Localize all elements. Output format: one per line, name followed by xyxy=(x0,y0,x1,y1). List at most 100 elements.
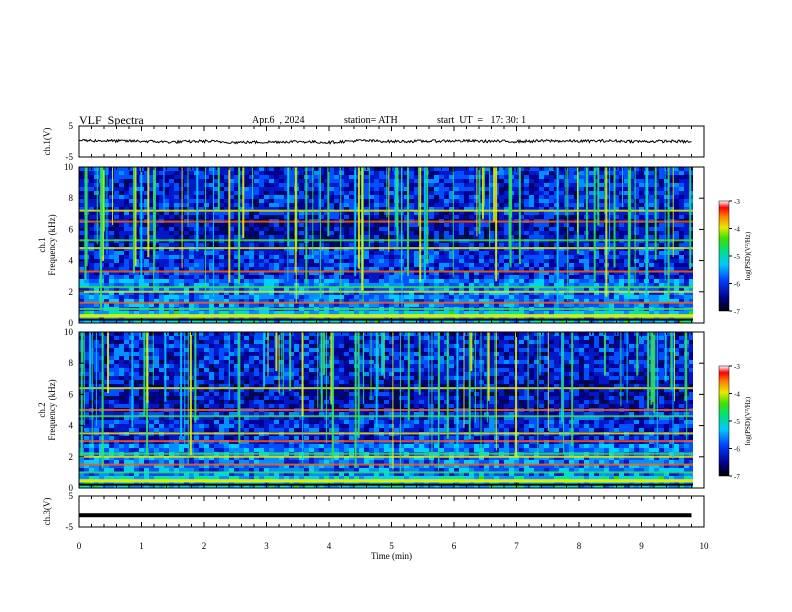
sferic-streak xyxy=(325,332,327,444)
sferic-streak xyxy=(654,167,657,261)
x-tick-label: 10 xyxy=(700,541,710,551)
y-tick-label: 6 xyxy=(69,224,74,234)
sferic-streak xyxy=(163,167,165,210)
ch1-spectrogram-colorbar xyxy=(718,200,730,312)
sferic-streak xyxy=(561,332,564,422)
sferic-streak xyxy=(483,167,485,207)
sferic-streak xyxy=(196,167,199,252)
sferic-streak xyxy=(205,167,207,294)
sferic-streak xyxy=(476,167,478,237)
colorbar-tick-label: -4 xyxy=(734,226,740,234)
sferic-streak xyxy=(650,332,653,405)
colorbar-tick-label: -3 xyxy=(734,363,740,371)
sferic-streak xyxy=(85,167,88,267)
colorbar-tick-label: -3 xyxy=(734,198,740,206)
sferic-streak xyxy=(407,332,410,421)
date-label: Apr.6 , 2024 xyxy=(252,115,305,126)
x-tick-label: 2 xyxy=(202,541,207,551)
x-tick-label: 3 xyxy=(264,541,269,551)
sferic-streak xyxy=(394,167,397,228)
sferic-streak xyxy=(91,332,93,447)
sferic-streak xyxy=(134,167,137,266)
sferic-streak xyxy=(181,167,183,269)
sferic-streak xyxy=(509,167,512,268)
sferic-streak xyxy=(95,332,97,427)
sferic-streak xyxy=(80,332,83,456)
sferic-streak xyxy=(361,167,364,291)
sferic-streak xyxy=(418,332,421,395)
sferic-streak xyxy=(539,332,541,376)
colorbar-tick-label: -7 xyxy=(734,308,740,316)
sferic-streak xyxy=(651,332,654,402)
band-line xyxy=(79,432,693,435)
low-band xyxy=(79,314,693,318)
sferic-streak xyxy=(672,167,674,257)
sferic-streak xyxy=(370,332,372,401)
sferic-streak xyxy=(386,167,388,218)
band-line xyxy=(79,270,693,273)
y-tick-label: -5 xyxy=(66,522,74,532)
y-tick-label: 10 xyxy=(64,327,74,337)
sferic-streak xyxy=(567,167,569,302)
sferic-streak xyxy=(481,167,484,219)
sferic-streak xyxy=(237,332,239,416)
sferic-streak xyxy=(362,332,364,376)
colorbar-label: log(PSD)(V²/Hz) xyxy=(744,231,752,280)
sferic-streak xyxy=(672,332,674,460)
sferic-streak xyxy=(228,332,230,401)
sferic-streak xyxy=(164,332,167,402)
chart-title: VLF Spectra xyxy=(79,113,144,127)
x-tick-label: 8 xyxy=(577,541,582,551)
sferic-streak xyxy=(267,332,269,377)
x-tick-label: 9 xyxy=(639,541,644,551)
sferic-streak xyxy=(593,167,596,282)
y-tick-label: 2 xyxy=(69,287,74,297)
y-tick-label: 0 xyxy=(69,318,74,328)
sferic-streak xyxy=(609,167,611,252)
sferic-streak xyxy=(282,332,284,396)
ch2-spectrogram-ylabel: ch.2 xyxy=(37,402,47,417)
sferic-streak xyxy=(664,167,666,281)
sferic-streak xyxy=(330,332,333,405)
sferic-streak xyxy=(423,167,426,281)
sferic-streak xyxy=(647,332,650,410)
sferic-streak xyxy=(493,167,496,222)
sferic-streak xyxy=(495,332,497,451)
sferic-streak xyxy=(645,167,648,299)
sferic-streak xyxy=(83,332,85,426)
sferic-streak xyxy=(294,167,296,273)
sferic-streak xyxy=(518,167,521,265)
ch2-spectrogram-image xyxy=(79,332,704,488)
sferic-streak xyxy=(406,167,409,276)
sferic-streak xyxy=(634,167,636,283)
band-line xyxy=(79,440,693,443)
sferic-streak xyxy=(323,332,326,376)
sferic-streak xyxy=(187,332,189,464)
low-band-dark xyxy=(79,318,693,321)
no-data-strip xyxy=(693,332,704,488)
sferic-streak xyxy=(401,167,403,308)
sferic-streak xyxy=(375,332,378,427)
band-line xyxy=(79,290,693,293)
ch1-spectrogram-ylabel: ch.1 xyxy=(37,237,47,252)
y-tick-label: 5 xyxy=(69,121,74,131)
sferic-streak xyxy=(392,332,394,470)
sferic-streak xyxy=(217,167,220,211)
sferic-streak xyxy=(597,167,600,226)
sferic-streak xyxy=(605,167,608,297)
sferic-streak xyxy=(571,332,574,446)
sferic-streak xyxy=(238,167,241,285)
sferic-streak xyxy=(194,332,197,423)
sferic-streak xyxy=(468,332,471,440)
sferic-streak xyxy=(140,167,143,283)
sferic-streak xyxy=(495,167,498,282)
sferic-streak xyxy=(184,332,186,448)
sferic-streak xyxy=(242,167,245,238)
sferic-streak xyxy=(82,332,84,374)
y-tick-label: 6 xyxy=(69,389,74,399)
x-tick-label: 4 xyxy=(327,541,332,551)
sferic-streak xyxy=(396,167,399,240)
sferic-streak xyxy=(318,167,320,223)
sferic-streak xyxy=(368,167,370,249)
